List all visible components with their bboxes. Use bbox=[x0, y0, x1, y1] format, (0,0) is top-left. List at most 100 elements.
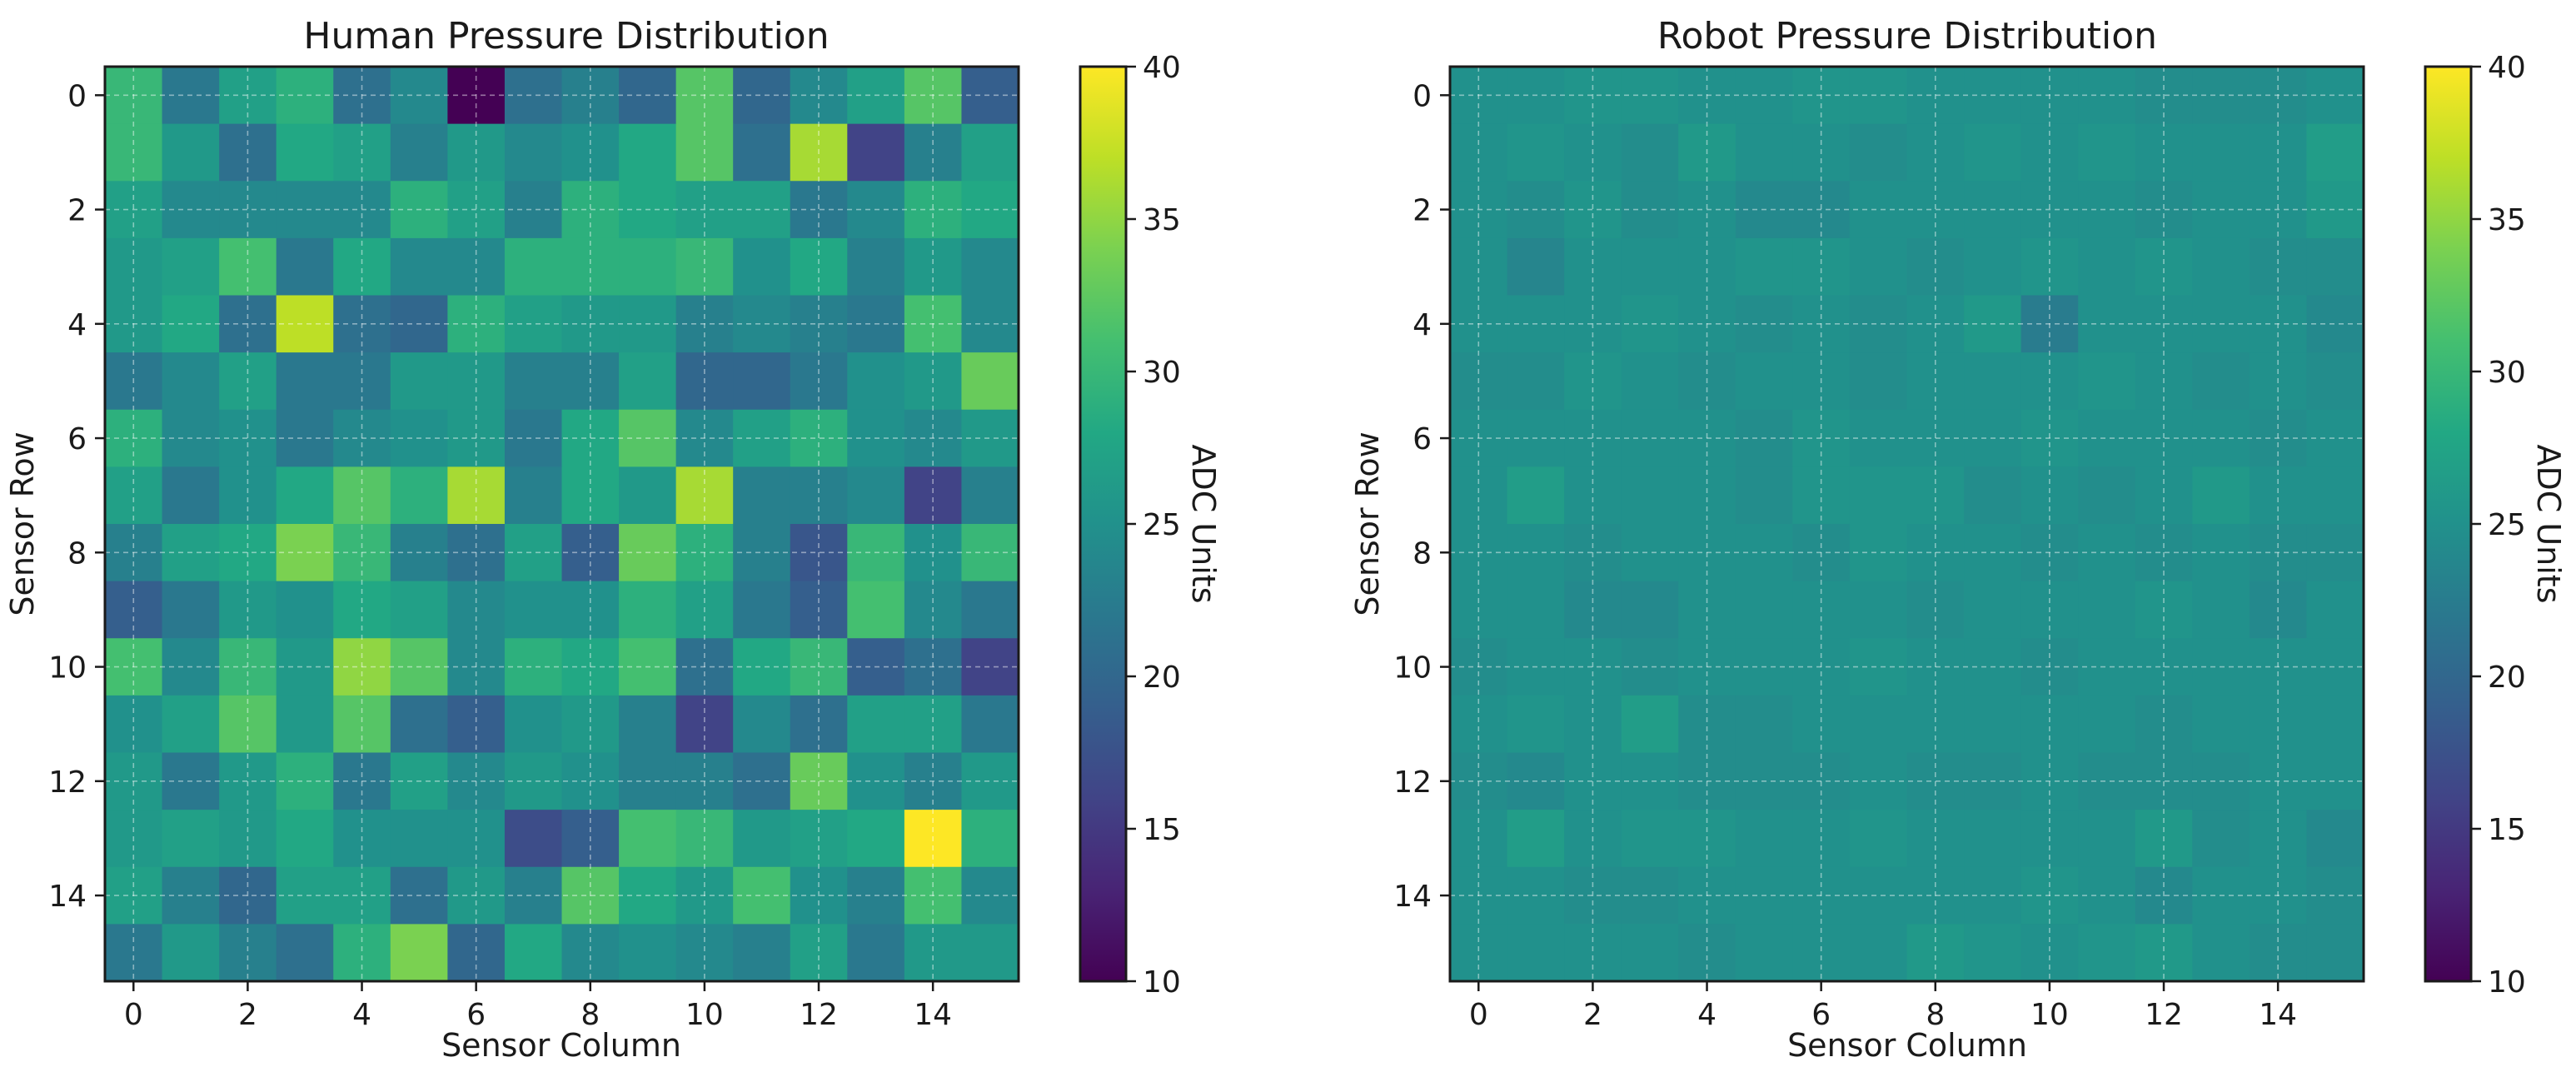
colorbar-label: ADC Units bbox=[2530, 444, 2567, 603]
heatmap-cell bbox=[219, 181, 277, 239]
heatmap-cell bbox=[2306, 352, 2364, 411]
heatmap-cell bbox=[904, 352, 963, 411]
y-tick-label: 4 bbox=[1413, 308, 1432, 342]
heatmap-cell bbox=[1792, 181, 1851, 239]
heatmap-cell bbox=[2078, 810, 2136, 868]
heatmap-cell bbox=[733, 695, 791, 754]
heatmap-cell bbox=[162, 581, 220, 639]
heatmap-cell bbox=[105, 581, 163, 639]
heatmap-cell bbox=[1621, 237, 1679, 297]
heatmap-cell bbox=[105, 409, 163, 467]
heatmap-cell bbox=[447, 352, 506, 411]
heatmap-cell bbox=[1792, 810, 1851, 868]
heatmap-cell bbox=[2020, 67, 2079, 125]
heatmap-cell bbox=[1450, 924, 1508, 982]
heatmap-cell bbox=[733, 752, 791, 810]
heatmap-cell bbox=[162, 352, 220, 411]
heatmap-cell bbox=[561, 237, 620, 297]
heatmap-cell bbox=[961, 695, 1019, 754]
heatmap-cell bbox=[961, 237, 1019, 297]
heatmap-cell bbox=[2135, 295, 2193, 353]
heatmap-cell bbox=[162, 466, 220, 525]
heatmap-cell bbox=[561, 524, 620, 582]
heatmap-cell bbox=[2249, 638, 2308, 696]
heatmap-cell bbox=[1507, 695, 1565, 754]
heatmap-cell bbox=[1735, 466, 1793, 525]
heatmap-cell bbox=[1507, 181, 1565, 239]
heatmap-cell bbox=[1621, 866, 1679, 925]
heatmap-cell bbox=[276, 752, 334, 810]
heatmap-cell bbox=[333, 409, 391, 467]
heatmap-cell bbox=[675, 810, 734, 868]
heatmap-cell bbox=[790, 752, 848, 810]
heatmap-cell bbox=[1964, 524, 2022, 582]
heatmap-cell bbox=[1735, 237, 1793, 297]
heatmap-cell bbox=[2192, 695, 2250, 754]
heatmap-cell bbox=[2192, 295, 2250, 353]
heatmap-cell bbox=[2192, 752, 2250, 810]
x-tick-label: 2 bbox=[1583, 998, 1602, 1032]
heatmap-cell bbox=[1792, 638, 1851, 696]
heatmap-cell bbox=[619, 67, 677, 125]
heatmap-cell bbox=[733, 123, 791, 182]
heatmap-cell bbox=[1507, 638, 1565, 696]
heatmap-cell bbox=[1450, 695, 1508, 754]
heatmap-cell bbox=[1678, 295, 1736, 353]
heatmap-cell bbox=[675, 638, 734, 696]
x-axis-label: Sensor Column bbox=[441, 1027, 681, 1064]
heatmap-cell bbox=[2249, 352, 2308, 411]
heatmap-cell bbox=[1964, 638, 2022, 696]
heatmap-cell bbox=[105, 123, 163, 182]
colorbar-tick-label: 30 bbox=[2488, 356, 2526, 390]
x-tick-label: 0 bbox=[1469, 998, 1488, 1032]
y-axis-label: Sensor Row bbox=[4, 431, 41, 616]
heatmap-cell bbox=[2020, 237, 2079, 297]
grid-lines bbox=[105, 67, 1019, 981]
colorbar-ticks: 10 15 20 25 30 35 40 bbox=[1126, 51, 1181, 1000]
heatmap-cell bbox=[504, 752, 563, 810]
heatmap-cell bbox=[1906, 524, 1965, 582]
heatmap-cell bbox=[1621, 295, 1679, 353]
heatmap-cell bbox=[847, 638, 905, 696]
heatmap-cell bbox=[1507, 924, 1565, 982]
heatmap-cell bbox=[790, 123, 848, 182]
heatmap-cell bbox=[219, 237, 277, 297]
heatmap-cell bbox=[1678, 866, 1736, 925]
heatmap-cell bbox=[619, 295, 677, 353]
heatmap-cell bbox=[904, 123, 963, 182]
chart-title: Robot Pressure Distribution bbox=[1657, 15, 2157, 57]
y-axis-ticks: 0 2 4 6 8 10 12 14 bbox=[48, 79, 105, 914]
heatmap-cell bbox=[619, 352, 677, 411]
heatmap-cell bbox=[1792, 581, 1851, 639]
heatmap-cell bbox=[619, 181, 677, 239]
heatmap-cell bbox=[790, 581, 848, 639]
heatmap-cell bbox=[1621, 123, 1679, 182]
heatmap-cell bbox=[1678, 352, 1736, 411]
heatmap-cell bbox=[2192, 237, 2250, 297]
colorbar: 10 15 20 25 30 35 40 ADC Units bbox=[2424, 51, 2567, 1000]
heatmap-cell bbox=[733, 352, 791, 411]
heatmap-cell bbox=[1964, 123, 2022, 182]
heatmap-cell bbox=[333, 524, 391, 582]
heatmap-cell bbox=[276, 924, 334, 982]
heatmap-cell bbox=[1849, 67, 1908, 125]
y-tick-label: 14 bbox=[1393, 880, 1432, 914]
heatmap-cell bbox=[847, 67, 905, 125]
heatmap-cell bbox=[1849, 695, 1908, 754]
x-axis-label: Sensor Column bbox=[1787, 1027, 2027, 1064]
heatmap-cell bbox=[847, 752, 905, 810]
heatmap-cell bbox=[1678, 752, 1736, 810]
heatmap-cell bbox=[790, 695, 848, 754]
heatmap-cell bbox=[2192, 181, 2250, 239]
x-tick-label: 8 bbox=[1926, 998, 1945, 1032]
heatmap-cell bbox=[219, 524, 277, 582]
heatmap-cell bbox=[1678, 695, 1736, 754]
heatmap-cell bbox=[1450, 810, 1508, 868]
heatmap-cell bbox=[619, 581, 677, 639]
y-tick-label: 0 bbox=[1413, 79, 1432, 113]
heatmap-cell bbox=[2135, 466, 2193, 525]
heatmap-cell bbox=[2135, 638, 2193, 696]
heatmap-cell bbox=[2135, 524, 2193, 582]
heatmap-cell bbox=[961, 123, 1019, 182]
heatmap-cell bbox=[2249, 752, 2308, 810]
